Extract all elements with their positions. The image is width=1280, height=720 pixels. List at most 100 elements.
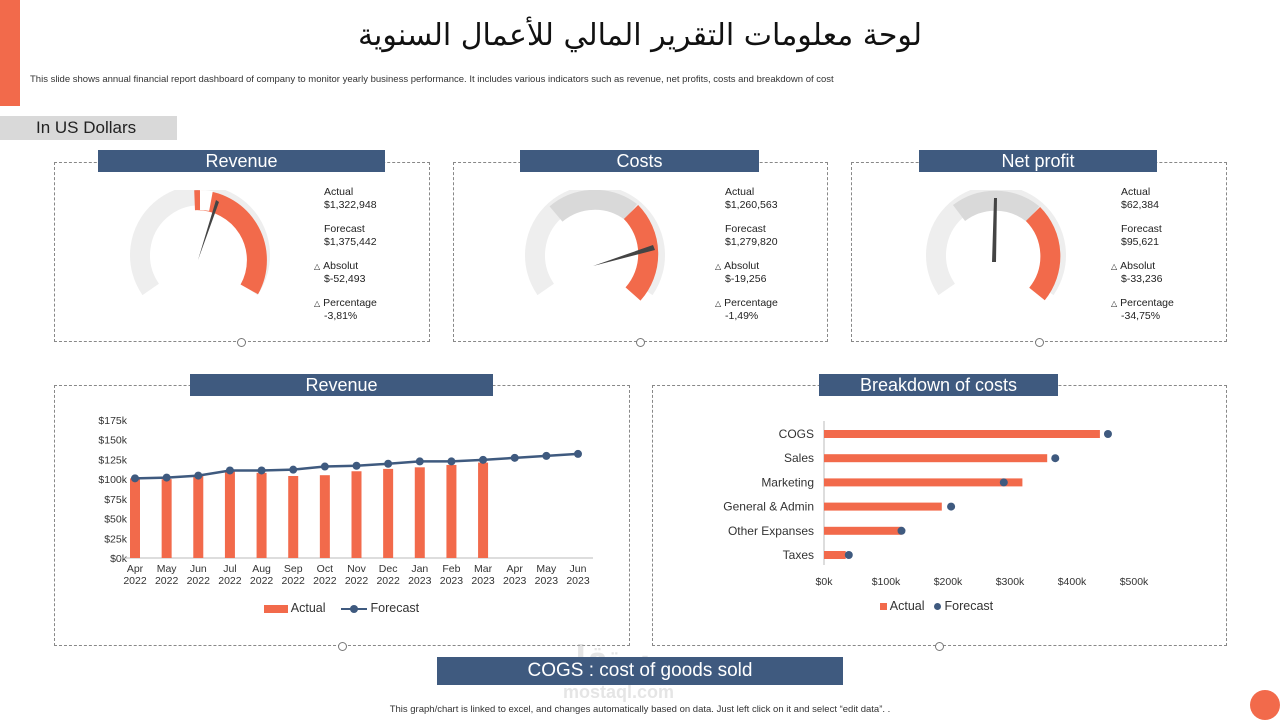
gauge-needle	[992, 198, 997, 262]
gauge-actual-arc	[623, 204, 659, 301]
x-tick-year: 2023	[471, 575, 495, 587]
category-label: General & Admin	[723, 500, 814, 514]
revenue-bar	[319, 475, 330, 558]
cost-bar	[824, 502, 942, 511]
percentage-value: -34,75%	[1121, 310, 1161, 322]
actual-value: $1,322,948	[324, 199, 377, 211]
forecast-point	[947, 502, 956, 511]
x-tick-month: Mar	[474, 563, 493, 575]
x-tick-year: 2022	[282, 575, 306, 587]
x-tick-label: $0k	[816, 576, 834, 588]
y-tick-label: $125k	[98, 454, 127, 466]
category-label: Taxes	[783, 548, 814, 562]
breakdown-legend: Actual Forecast	[880, 599, 993, 613]
absolute-label: Absolut	[1120, 260, 1156, 272]
x-tick-month: Nov	[347, 563, 366, 575]
revenue-bar	[288, 475, 299, 558]
y-tick-label: $150k	[98, 435, 127, 447]
revenue-chart[interactable]: $0k$25k$50k$75k$100k$125k$150k$175kApr20…	[60, 405, 620, 595]
cost-bar	[824, 551, 846, 559]
accent-bar	[0, 0, 20, 106]
footnote: This graph/chart is linked to excel, and…	[389, 704, 891, 715]
forecast-point	[352, 461, 361, 470]
currency-label: In US Dollars	[0, 116, 177, 140]
actual-label: Actual	[324, 186, 354, 198]
revenue-bar	[383, 468, 394, 558]
page-title: لوحة معلومات التقرير المالي للأعمال السن…	[357, 18, 923, 53]
x-tick-label: $100k	[872, 576, 901, 588]
corner-decoration	[1250, 690, 1280, 720]
revenue-bar	[161, 479, 172, 558]
net-profit-gauge-title: Net profit	[919, 150, 1157, 172]
x-tick-month: Oct	[317, 563, 333, 575]
forecast-point	[131, 474, 139, 483]
x-tick-month: May	[536, 563, 557, 575]
x-tick-year: 2022	[155, 575, 179, 587]
x-tick-label: $200k	[934, 576, 963, 588]
x-tick-month: Jul	[223, 563, 236, 575]
cogs-note: COGS : cost of goods sold	[437, 657, 843, 685]
costs-gauge-title: Costs	[520, 150, 759, 172]
forecast-point	[1103, 430, 1112, 438]
forecast-label: Forecast	[324, 223, 365, 235]
revenue-bar	[256, 472, 267, 558]
forecast-point	[447, 457, 456, 466]
breakdown-chart[interactable]: COGS Sales Marketing General & Admin Other E…	[660, 415, 1220, 595]
actual-swatch	[880, 603, 887, 611]
x-tick-year: 2023	[440, 575, 464, 587]
revenue-bar	[478, 462, 489, 558]
gauge-range-arc	[549, 190, 638, 222]
gauge-needle	[198, 200, 219, 260]
revenue-bar	[351, 471, 362, 558]
percentage-label: Percentage	[323, 297, 377, 309]
x-tick-month: Sep	[284, 563, 303, 575]
net-profit-kpis: Actual $62,384 Forecast $95,621 △ Absolut $-…	[1111, 186, 1174, 334]
cost-bar	[824, 478, 1023, 487]
x-tick-year: 2022	[123, 575, 147, 587]
percentage-value: -3,81%	[324, 310, 358, 322]
delta-icon: △	[1111, 299, 1118, 308]
forecast-swatch	[934, 603, 942, 611]
y-tick-label: $175k	[98, 415, 127, 427]
x-tick-label: $300k	[996, 576, 1025, 588]
x-tick-year: 2022	[376, 575, 400, 587]
actual-swatch	[264, 604, 288, 613]
gauge-needle	[593, 245, 655, 266]
forecast-point	[844, 551, 853, 559]
percentage-value: -1,49%	[725, 310, 759, 322]
x-tick-year: 2022	[345, 575, 369, 587]
revenue-bar	[193, 475, 204, 558]
forecast-label: Forecast	[1121, 223, 1162, 235]
revenue-bar	[130, 478, 140, 558]
breakdown-title: Breakdown of costs	[819, 374, 1058, 396]
x-tick-month: May	[157, 563, 178, 575]
forecast-point	[162, 473, 171, 482]
x-tick-month: Jun	[190, 563, 207, 575]
x-tick-year: 2022	[250, 575, 274, 587]
panel-handle	[237, 338, 246, 347]
actual-value: $62,384	[1121, 199, 1159, 211]
x-tick-year: 2023	[566, 575, 590, 587]
actual-label: Actual	[725, 186, 755, 198]
delta-icon: △	[314, 262, 321, 271]
panel-handle	[338, 642, 347, 651]
forecast-point	[194, 471, 203, 480]
forecast-value: $95,621	[1121, 236, 1159, 248]
x-tick-year: 2023	[408, 575, 432, 587]
forecast-point	[897, 526, 906, 535]
delta-icon: △	[314, 299, 321, 308]
gauge-forecast-arc	[199, 190, 213, 211]
actual-label: Actual	[1121, 186, 1151, 198]
y-tick-label: $75k	[104, 494, 128, 506]
category-label: Other Expanses	[728, 524, 814, 538]
forecast-point	[320, 462, 329, 471]
revenue-kpis: Actual $1,322,948 Forecast $1,375,442 △ Abs…	[314, 186, 377, 334]
panel-handle	[1035, 338, 1044, 347]
category-label: COGS	[779, 427, 814, 441]
revenue-bar	[414, 467, 425, 558]
delta-icon: △	[715, 262, 722, 271]
x-tick-month: Jun	[570, 563, 587, 575]
y-tick-label: $100k	[98, 474, 127, 486]
x-tick-month: Apr	[507, 563, 524, 575]
forecast-point	[510, 453, 519, 462]
